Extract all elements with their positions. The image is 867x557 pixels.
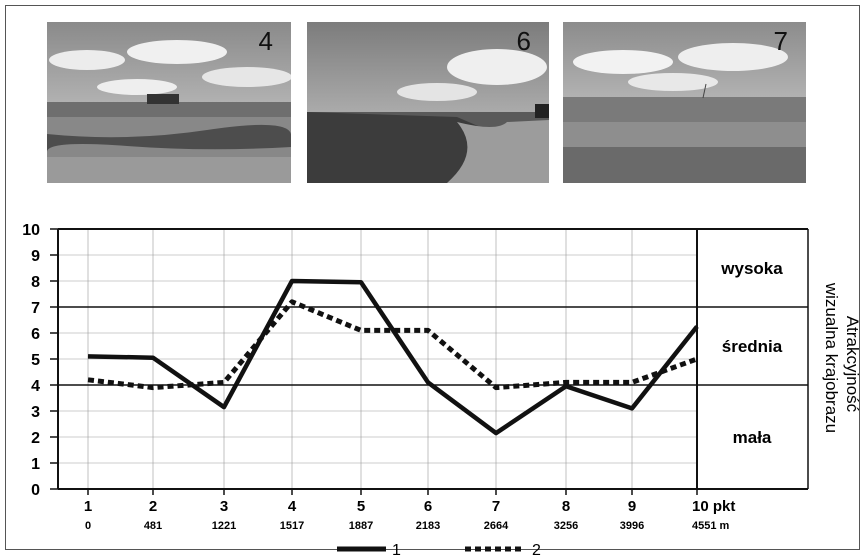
zone-boundary-lines bbox=[58, 306, 808, 386]
distance-label-5: 1887 bbox=[349, 520, 373, 532]
zone-axis-label-line-2: wizualna krajobrazu bbox=[822, 282, 841, 433]
x-tick-7: 7 bbox=[492, 498, 500, 515]
photo-7-number: 7 bbox=[773, 26, 788, 56]
zone-axis-label: Atrakcyjność wizualna krajobrazu bbox=[822, 282, 862, 433]
legend-label-series-2: 2 bbox=[532, 542, 541, 557]
x-tick-5: 5 bbox=[357, 498, 365, 515]
legend-label-series-1: 1 bbox=[392, 542, 401, 557]
landscape-photo-6-image bbox=[307, 22, 549, 183]
y-tick-3: 3 bbox=[31, 404, 40, 421]
zone-label-4-7: średnia bbox=[722, 337, 783, 356]
photo-4: 4 bbox=[47, 22, 291, 183]
distance-label-4: 1517 bbox=[280, 520, 304, 532]
y-tick-4: 4 bbox=[31, 378, 40, 395]
distance-label-1: 0 bbox=[85, 520, 91, 532]
legend: 1 2 bbox=[337, 542, 541, 557]
distance-label-6: 2183 bbox=[416, 520, 440, 532]
x-tick-6: 6 bbox=[424, 498, 432, 515]
x-tick-3: 3 bbox=[220, 498, 228, 515]
data-series bbox=[87, 278, 699, 436]
zone-axis-label-line-1: Atrakcyjność bbox=[843, 316, 862, 413]
distance-label-10: 4551 m bbox=[692, 520, 730, 532]
y-tick-6: 6 bbox=[31, 326, 40, 343]
zone-label-7-10: wysoka bbox=[720, 259, 783, 278]
x-tick-10: 10 pkt bbox=[692, 498, 735, 515]
distance-label-8: 3256 bbox=[554, 520, 578, 532]
y-tick-0: 0 bbox=[31, 482, 40, 499]
photo-7: 7 bbox=[563, 22, 806, 183]
landscape-photo-7-image bbox=[563, 22, 806, 183]
y-tick-1: 1 bbox=[31, 456, 40, 473]
y-tick-7: 7 bbox=[31, 300, 40, 317]
y-tick-labels: 0 1 2 3 4 5 6 7 8 9 10 bbox=[22, 222, 58, 499]
photo-4-number: 4 bbox=[258, 26, 273, 56]
y-tick-10: 10 bbox=[22, 222, 40, 239]
distance-label-7: 2664 bbox=[484, 520, 509, 532]
zone-label-0-4: mała bbox=[733, 428, 772, 447]
zone-labels: wysoka średnia mała bbox=[720, 259, 783, 447]
series-2-line bbox=[87, 299, 698, 391]
distance-label-3: 1221 bbox=[212, 520, 236, 532]
series-1-line bbox=[87, 278, 699, 436]
y-tick-2: 2 bbox=[31, 430, 40, 447]
photo-6: 6 bbox=[307, 22, 549, 183]
x-tick-4: 4 bbox=[288, 498, 297, 515]
photo-6-number: 6 bbox=[516, 26, 531, 56]
x-tick-9: 9 bbox=[628, 498, 636, 515]
x-tick-2: 2 bbox=[149, 498, 157, 515]
landscape-photo-4-image bbox=[47, 22, 291, 183]
figure-frame bbox=[5, 5, 860, 550]
x-tick-labels: 1 0 2 481 3 1221 4 1517 5 1887 6 2183 7 2664 8 3256 9 399… bbox=[84, 489, 735, 532]
y-tick-9: 9 bbox=[31, 248, 40, 265]
y-tick-8: 8 bbox=[31, 274, 40, 291]
distance-label-9: 3996 bbox=[620, 520, 644, 532]
distance-label-2: 481 bbox=[144, 520, 162, 532]
x-tick-1: 1 bbox=[84, 498, 92, 515]
y-tick-5: 5 bbox=[31, 352, 40, 369]
x-tick-8: 8 bbox=[562, 498, 570, 515]
